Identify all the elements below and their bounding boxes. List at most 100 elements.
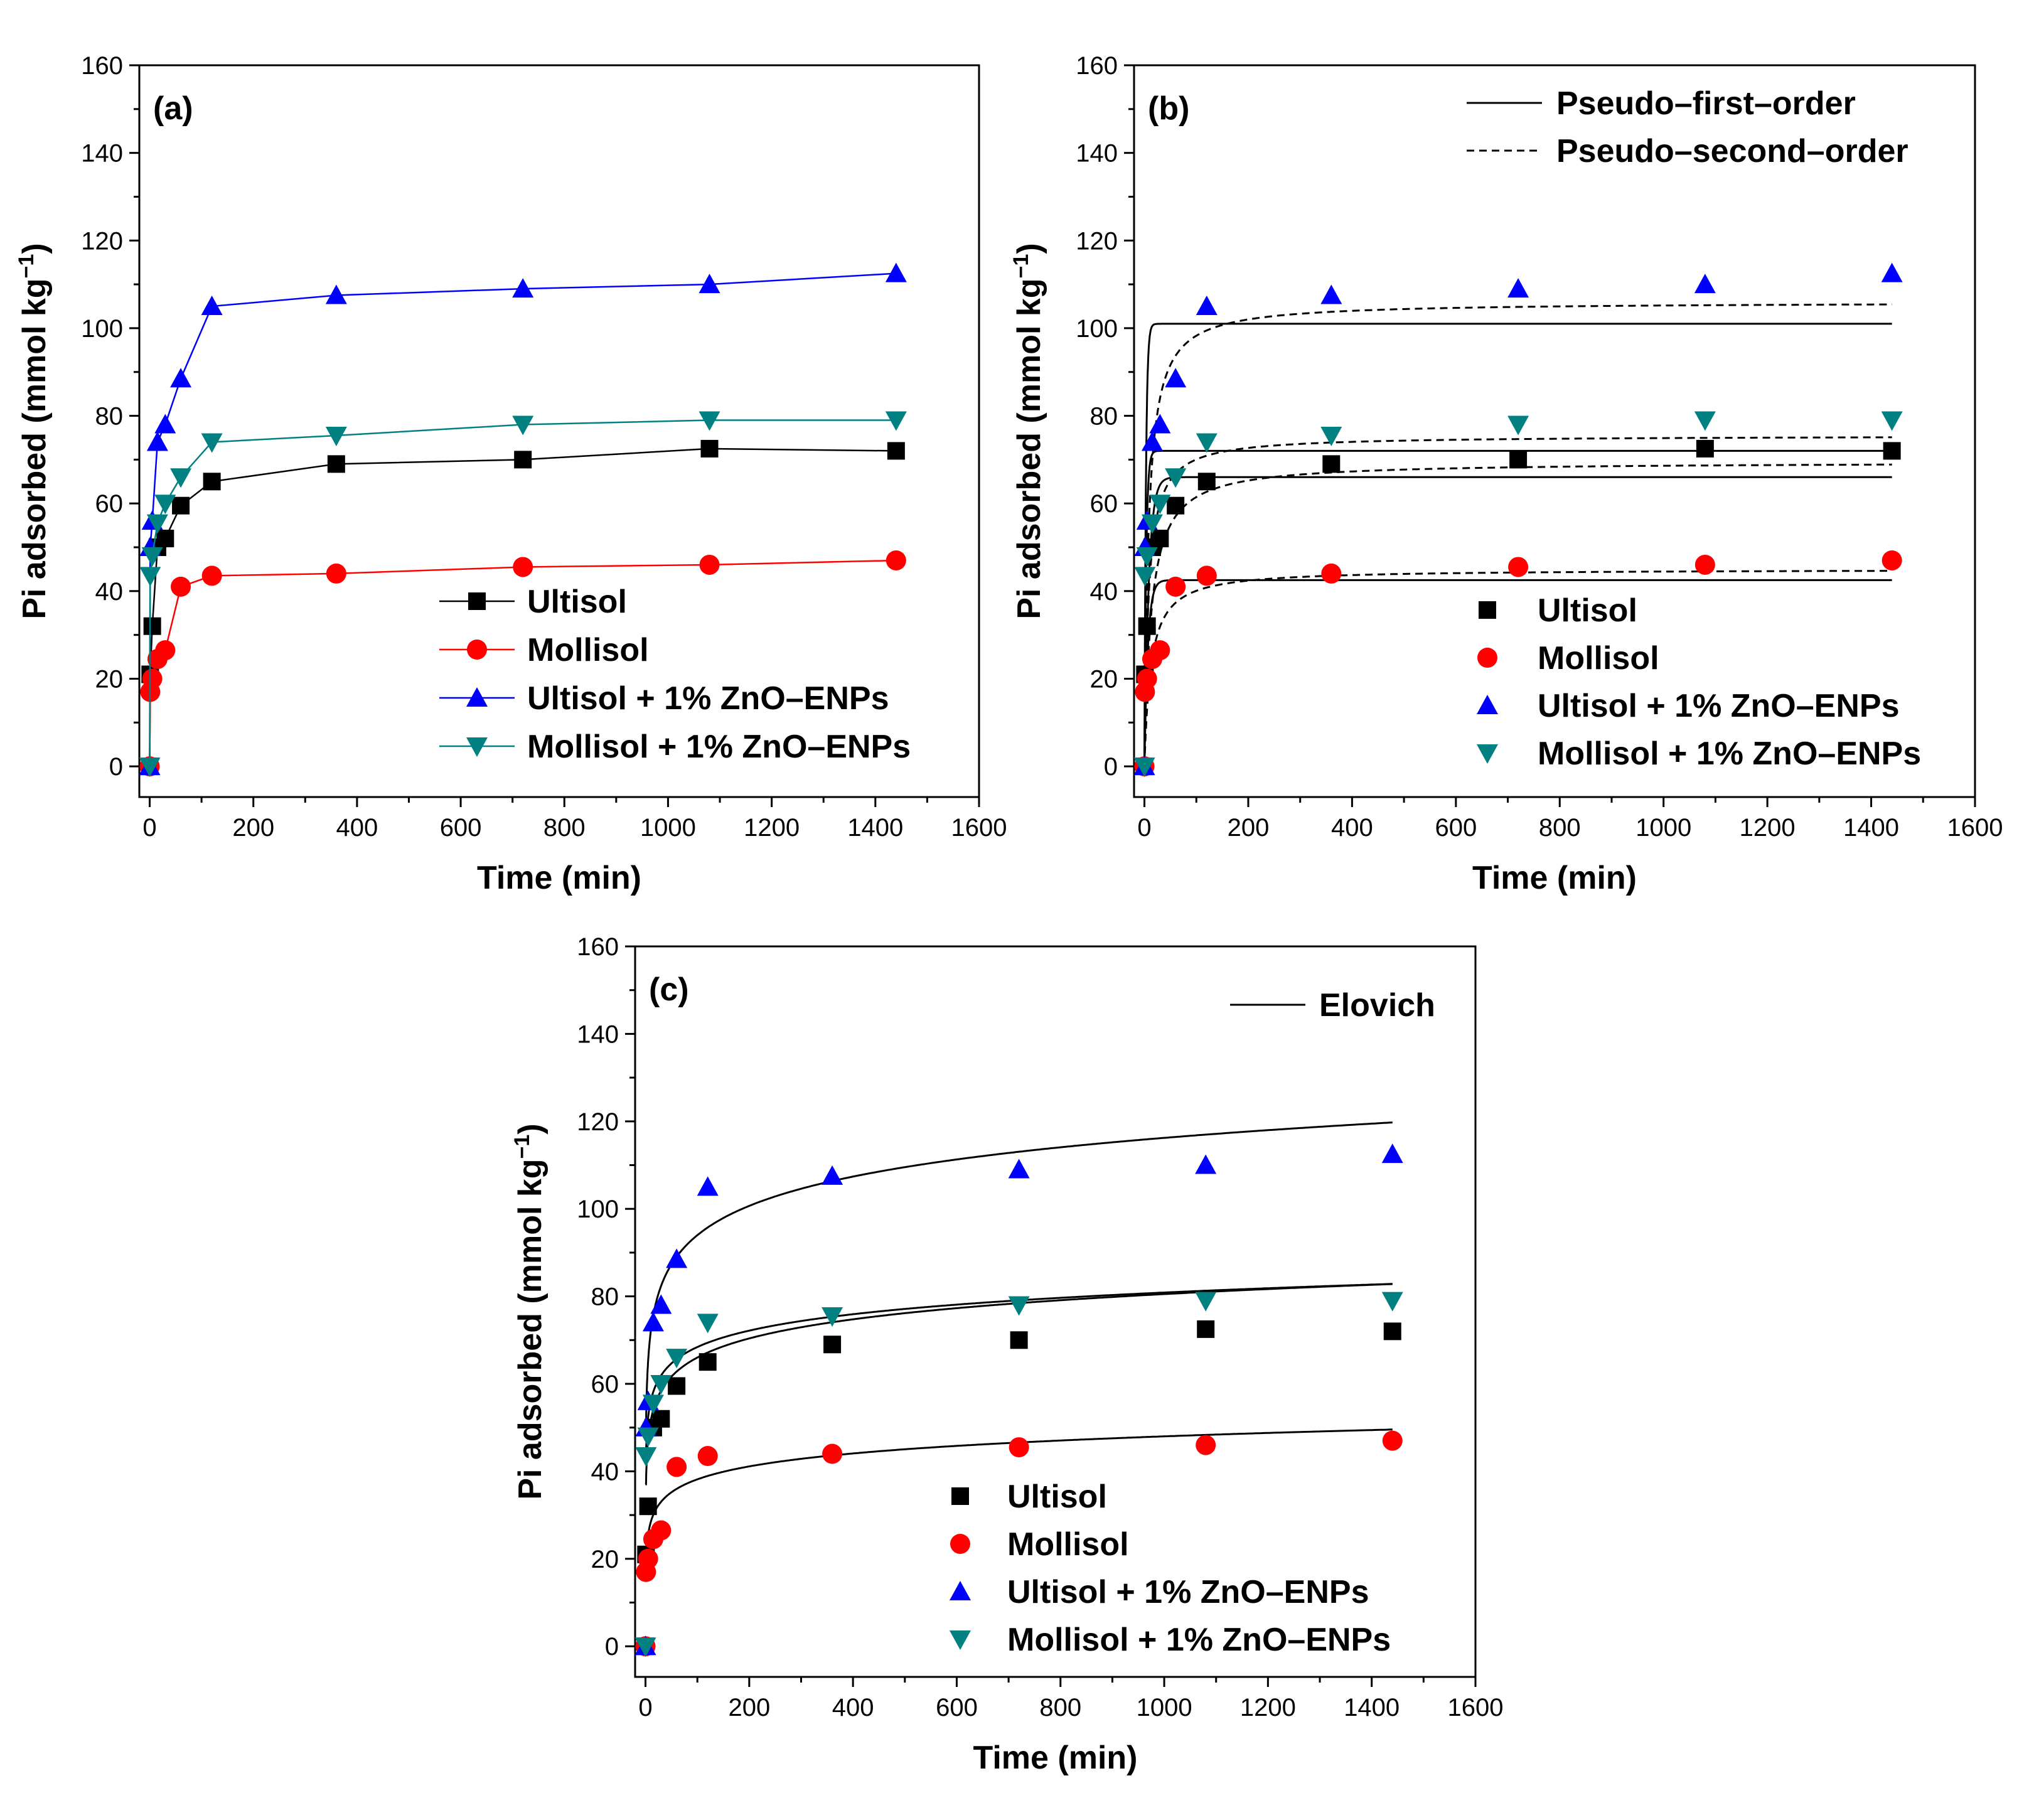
legend-marker [1477,648,1497,668]
x-tick-label: 800 [543,814,586,842]
legend-item-mollisol: Mollisol [950,1526,1129,1563]
data-point-ultisol [156,530,174,548]
x-tick-label: 1000 [640,814,696,842]
series-mollisol [1134,550,1902,777]
data-point-ultisol-1-zno-enps [885,262,907,282]
y-tick-label: 120 [577,1108,619,1136]
y-tick-label: 40 [95,578,124,606]
fit-curve-pseudo-second-order [1143,436,1892,767]
data-point-mollisol [1694,554,1715,575]
data-point-mollisol [142,668,163,689]
data-point-mollisol [513,557,533,577]
data-point-mollisol-1-zno-enps [1149,495,1171,515]
data-point-mollisol [1508,557,1529,577]
data-point-mollisol-1-zno-enps [139,567,161,587]
panel-a-y-axis-title-close: ) [16,243,53,254]
data-point-ultisol-1-zno-enps [1195,1154,1217,1174]
data-point-ultisol-1-zno-enps [512,278,534,298]
panel-c-y-axis-title: Pi adsorbed (mmol kg−1) [510,1123,549,1499]
data-point-mollisol [326,563,346,584]
x-tick-label: 1000 [1635,814,1691,842]
data-point-ultisol [203,473,221,491]
panel-a-axes: 0 200 400 600 800 1000 1200 1400 1600 0 20 40 60 80 10… [81,52,1007,842]
data-point-ultisol-1-zno-enps [1320,284,1342,304]
data-point-mollisol-1-zno-enps [1320,426,1342,446]
panel-a-legend: Ultisol Mollisol Ultisol + 1% ZnO–ENPs Moll… [439,584,911,765]
y-tick-label: 20 [95,665,124,693]
y-tick-label: 100 [577,1196,619,1223]
data-point-mollisol-1-zno-enps [1165,468,1187,488]
legend-label: Ultisol + 1% ZnO–ENPs [1007,1574,1369,1610]
legend-marker [950,1581,971,1600]
legend-label: Mollisol [1538,640,1659,677]
fit-legend-label-elovich: Elovich [1319,987,1435,1024]
data-point-ultisol-1-zno-enps [642,1312,664,1332]
data-point-mollisol [1382,1430,1403,1451]
series-ultisol [636,1320,1401,1656]
data-point-ultisol-1-zno-enps [1196,296,1218,316]
data-point-mollisol [1196,565,1217,586]
data-point-ultisol [1696,439,1714,458]
x-tick-label: 1400 [847,814,903,842]
data-point-mollisol [638,1548,658,1569]
data-point-ultisol [1322,455,1341,473]
legend-marker [1479,601,1496,619]
data-point-mollisol [699,554,720,575]
panel-a-y-axis-title-main: Pi adsorbed (mmol kg [16,278,53,619]
y-tick-label: 120 [1076,227,1118,255]
data-point-mollisol-1-zno-enps [666,1349,688,1369]
legend-item-ultisol: Ultisol [439,584,627,620]
legend-marker [950,1630,971,1650]
data-point-ultisol [823,1336,842,1354]
panel-c-series [634,1143,1403,1657]
legend-item-mollisol-1-zno-enps: Mollisol + 1% ZnO–ENPs [950,1622,1391,1658]
panel-b-y-axis-title-close: ) [1011,243,1047,254]
x-tick-label: 1200 [1740,814,1796,842]
x-tick-label: 1600 [1947,814,2003,842]
data-point-ultisol-1-zno-enps [154,414,176,434]
data-point-ultisol-1-zno-enps [822,1165,843,1185]
legend-marker [466,737,488,757]
series-mollisol-1-zno-enps [139,411,907,778]
series-mollisol [635,1430,1403,1657]
panel-b-series [1133,262,1903,778]
y-tick-label: 80 [591,1283,619,1311]
legend-item-ultisol-1-zno-enps: Ultisol + 1% ZnO–ENPs [1477,688,1900,724]
y-tick-label: 160 [1076,52,1118,80]
x-tick-label: 600 [936,1694,978,1721]
x-tick-label: 0 [638,1694,652,1721]
legend-item-mollisol-1-zno-enps: Mollisol + 1% ZnO–ENPs [439,729,911,765]
data-point-ultisol-1-zno-enps [1008,1159,1030,1179]
panel-c-y-axis-title-close: ) [512,1123,549,1134]
y-tick-label: 40 [1090,578,1118,606]
data-point-mollisol [155,640,176,661]
y-tick-label: 80 [1090,403,1118,431]
x-tick-label: 400 [832,1694,874,1721]
panel-b-plot-frame [1133,64,1976,798]
legend-item-ultisol-1-zno-enps: Ultisol + 1% ZnO–ENPs [950,1574,1369,1610]
x-tick-label: 1600 [1448,1694,1504,1721]
data-point-mollisol [1009,1437,1029,1458]
data-point-ultisol [1883,442,1901,460]
y-tick-label: 60 [591,1371,619,1398]
data-point-mollisol-1-zno-enps [170,468,192,488]
panel-c-plot-frame [634,945,1477,1678]
data-point-ultisol-1-zno-enps [699,274,720,294]
panel-c-y-axis-title-superscript: −1 [510,1135,534,1159]
data-point-ultisol-1-zno-enps [1381,1143,1403,1164]
data-point-ultisol [887,442,905,460]
legend-item-mollisol-1-zno-enps: Mollisol + 1% ZnO–ENPs [1477,736,1921,772]
data-point-ultisol [1138,617,1156,635]
fit-curve-pseudo-first-order [1143,449,1892,767]
data-point-mollisol-1-zno-enps [822,1307,843,1327]
panel-b-y-axis-title-superscript: −1 [1009,254,1033,279]
data-point-mollisol-1-zno-enps [141,547,163,567]
panel-c-x-axis-title: Time (min) [973,1740,1138,1776]
data-point-ultisol-1-zno-enps [1507,278,1529,298]
legend-marker [951,1487,969,1505]
x-tick-label: 1200 [1240,1694,1296,1721]
fit-curve-pseudo-first-order [1143,476,1892,767]
data-point-mollisol-1-zno-enps [1196,433,1218,453]
data-point-ultisol [172,496,190,515]
legend-marker [1477,695,1498,714]
